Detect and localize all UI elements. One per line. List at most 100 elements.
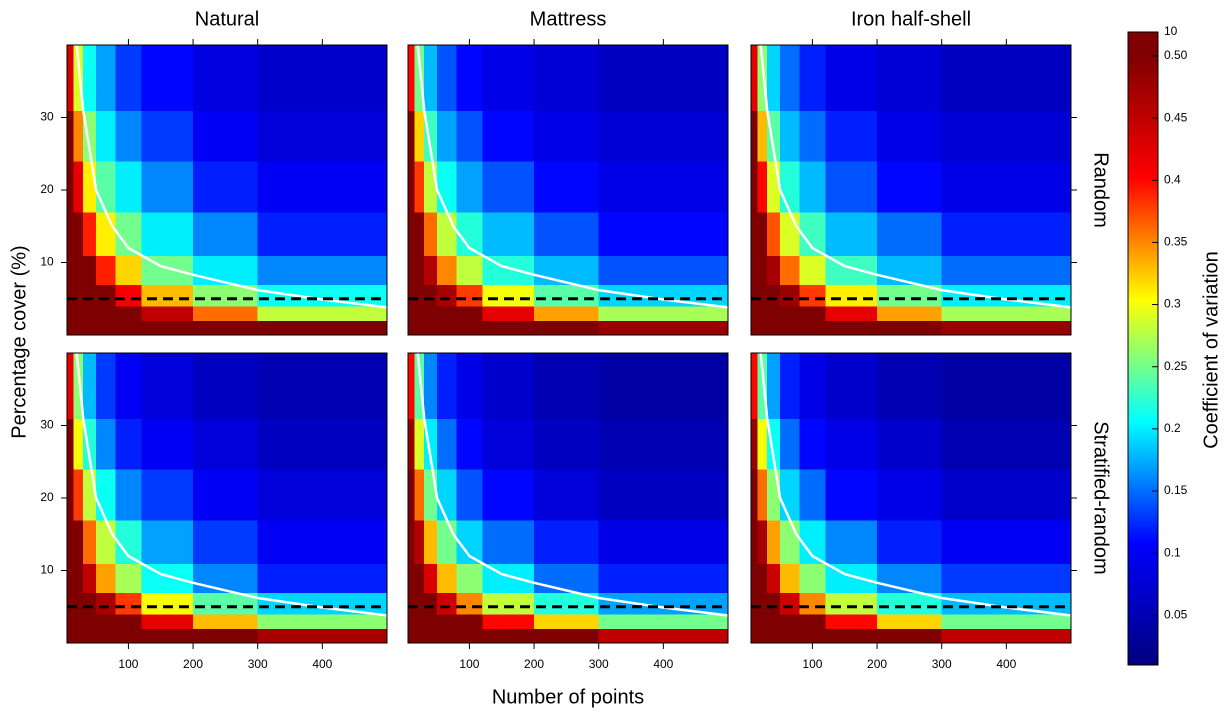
heat-cell — [941, 255, 1072, 285]
heat-cell — [941, 306, 1072, 321]
heat-cell — [437, 418, 457, 470]
heat-cell — [877, 161, 943, 213]
heat-cell — [482, 45, 535, 111]
heat-cell — [941, 592, 1072, 615]
heat-cell — [437, 211, 457, 256]
heat-cell — [941, 418, 1072, 470]
heat-cell — [456, 418, 483, 470]
heat-cell — [141, 110, 194, 162]
heat-cell — [456, 45, 483, 111]
heat-cell — [96, 255, 116, 285]
heat-cell — [757, 320, 768, 336]
heat-cell — [482, 614, 535, 629]
heat-cell — [877, 592, 943, 615]
heat-cell — [757, 418, 768, 470]
heat-cell — [257, 628, 388, 644]
heat-cell — [456, 563, 483, 593]
x-tick-label: 200 — [867, 657, 887, 671]
heat-cell — [141, 418, 194, 470]
heat-cell — [941, 614, 1072, 629]
heat-cell — [408, 110, 415, 162]
heat-cell — [73, 110, 84, 162]
heat-cell — [424, 255, 438, 285]
heat-cell — [482, 519, 535, 564]
heat-cell — [780, 353, 800, 419]
heat-cell — [877, 45, 943, 111]
heat-cell — [751, 563, 758, 593]
heat-cell — [141, 284, 194, 307]
heat-cell — [96, 519, 116, 564]
heat-cell — [780, 45, 800, 111]
heat-cell — [767, 592, 781, 615]
reference-curve — [759, 352, 1072, 617]
heat-cell — [751, 628, 758, 644]
heat-cell — [780, 519, 800, 564]
heat-cell — [751, 284, 758, 307]
heat-cell — [257, 306, 388, 321]
x-tick-label: 400 — [996, 657, 1016, 671]
panel: 10 20 30 — [40, 39, 388, 336]
column-strip-label: Iron half-shell — [851, 8, 971, 30]
heat-cell — [598, 592, 729, 615]
x-tick-label: 200 — [524, 657, 544, 671]
reference-curve — [75, 44, 388, 309]
heat-cell — [482, 418, 535, 470]
heat-cell — [414, 110, 425, 162]
heat-cell — [482, 284, 535, 307]
heat-cell — [115, 592, 142, 615]
heat-cell — [257, 255, 388, 285]
heat-cell — [751, 519, 758, 564]
heat-cell — [598, 110, 729, 162]
heat-cell — [941, 161, 1072, 213]
heat-cell — [456, 469, 483, 521]
heat-cell — [825, 519, 878, 564]
heat-cell — [825, 320, 878, 336]
heat-cell — [825, 628, 878, 644]
heat-cell — [877, 255, 943, 285]
heat-cell — [96, 320, 116, 336]
heat-cell — [456, 628, 483, 644]
heat-cell — [799, 418, 826, 470]
heat-cell — [96, 306, 116, 321]
heat-cell — [115, 45, 142, 111]
heat-cell — [598, 353, 729, 419]
heat-cell — [257, 211, 388, 256]
x-tick-label: 300 — [589, 657, 609, 671]
heat-cell — [141, 592, 194, 615]
panel-border — [407, 352, 729, 644]
heat-cell — [67, 614, 74, 629]
heat-cell — [780, 306, 800, 321]
heat-cell — [780, 469, 800, 521]
heat-cell — [67, 418, 74, 470]
heat-cell — [424, 320, 438, 336]
heat-cell — [534, 563, 600, 593]
heat-cell — [424, 563, 438, 593]
heat-cell — [799, 563, 826, 593]
panel: 100 200 300 400 — [407, 352, 729, 671]
heat-cell — [598, 519, 729, 564]
heat-cell — [825, 161, 878, 213]
heat-cell — [115, 161, 142, 213]
heat-cell — [534, 211, 600, 256]
heat-cell — [408, 519, 415, 564]
colorbar-tick-label: 0.15 — [1164, 483, 1188, 497]
heat-cell — [799, 469, 826, 521]
heat-cell — [825, 418, 878, 470]
heat-cell — [193, 255, 259, 285]
colorbar-tick-label: 0.50 — [1164, 48, 1188, 62]
heat-cell — [83, 211, 97, 256]
heat-cell — [780, 110, 800, 162]
colorbar-tick-label: 0.1 — [1164, 545, 1181, 559]
heat-cell — [751, 45, 758, 111]
heat-cell — [424, 519, 438, 564]
heat-cell — [115, 614, 142, 629]
heat-cell — [877, 211, 943, 256]
panel: 100 200 300 400 10 20 30 — [40, 352, 388, 671]
heat-cell — [414, 306, 425, 321]
y-tick-label: 30 — [40, 110, 54, 124]
heat-cell — [83, 320, 97, 336]
heat-cell — [534, 161, 600, 213]
heat-cell — [598, 563, 729, 593]
heat-cell — [257, 110, 388, 162]
heat-cell — [751, 469, 758, 521]
